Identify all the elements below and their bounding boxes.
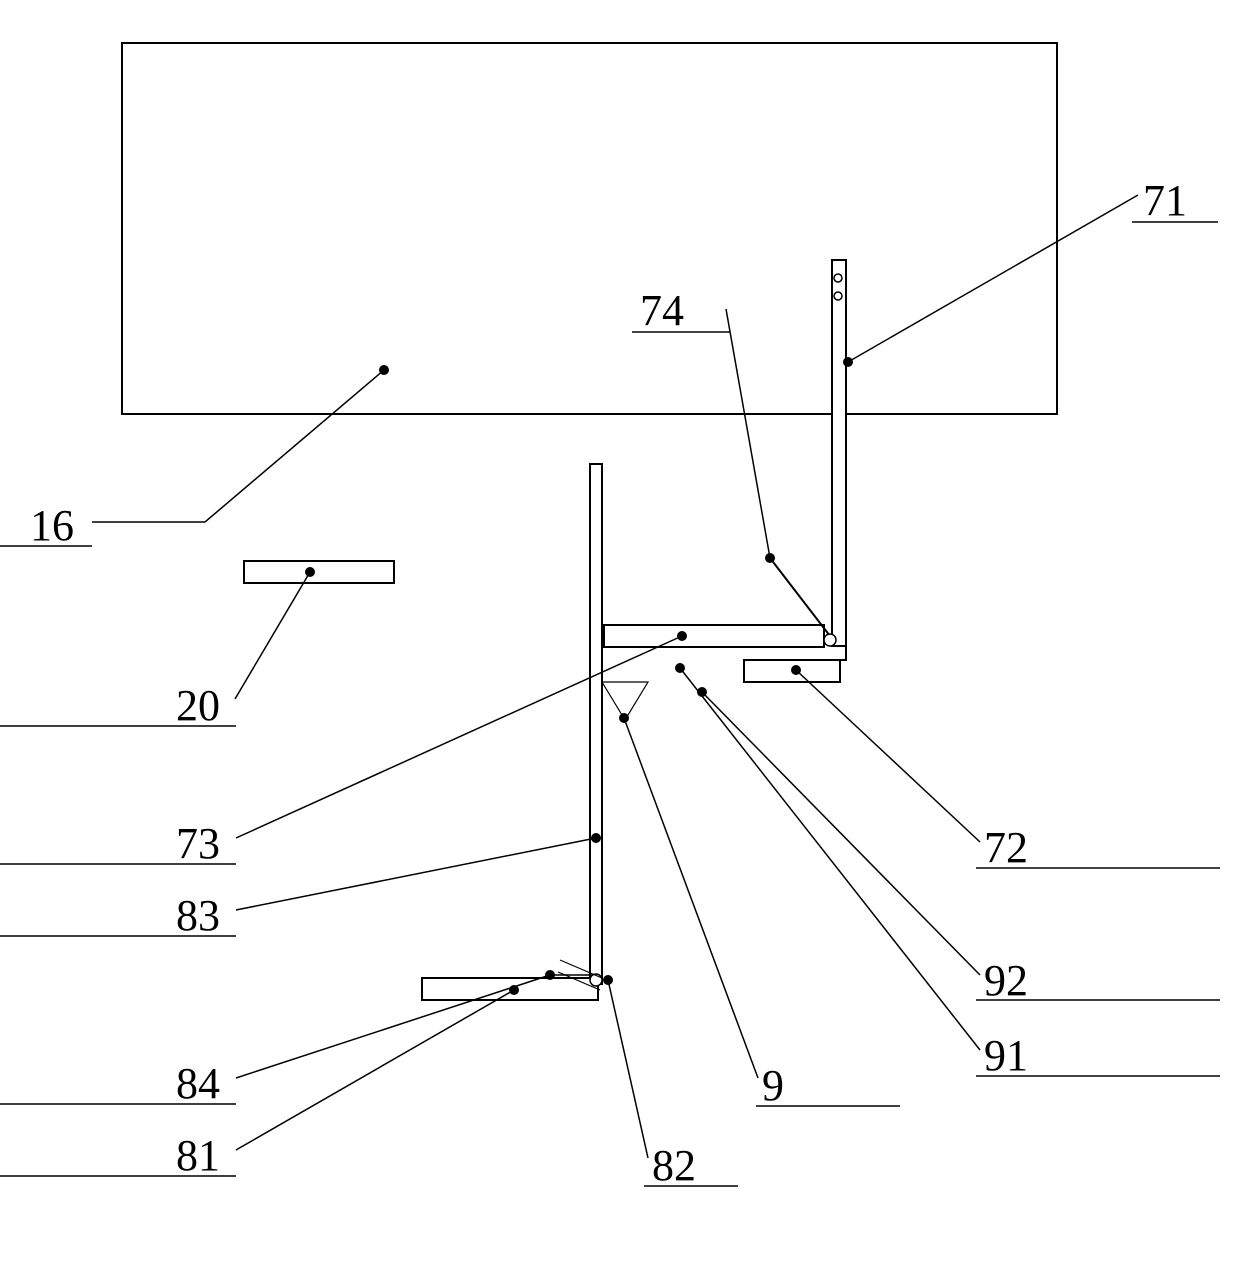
dot-20 [305,567,315,577]
leader-92 [702,692,980,975]
leader-16 [92,370,384,522]
dot-74 [765,553,775,563]
dot-83 [591,833,601,843]
leader-91 [680,668,980,1050]
vertical-bar-83 [590,464,602,984]
leader-71 [848,195,1138,362]
leader-73 [236,636,682,838]
vertical-bar-71 [832,260,846,646]
label-83: 83 [176,890,220,941]
leader-20 [235,572,310,699]
label-82: 82 [652,1140,696,1191]
label-16: 16 [30,500,74,551]
pivot-74 [824,634,836,646]
rect-73 [604,625,824,647]
dot-81 [509,985,519,995]
label-81: 81 [176,1130,220,1181]
label-72: 72 [984,822,1028,873]
leader-9 [624,718,758,1078]
leader-82 [608,980,648,1158]
dot-82 [603,975,613,985]
leader-84 [236,975,550,1078]
link-71-lower [744,414,846,660]
leader-81 [236,990,514,1150]
label-71: 71 [1143,175,1187,226]
leader-83 [236,838,596,910]
label-20: 20 [176,680,220,731]
label-84: 84 [176,1058,220,1109]
dot-9 [619,713,629,723]
main-box-16 [122,43,1057,414]
label-9: 9 [762,1060,784,1111]
dot-72 [791,665,801,675]
label-74: 74 [640,285,684,336]
label-73: 73 [176,818,220,869]
dot-71 [843,357,853,367]
dot-73 [677,631,687,641]
dot-16 [379,365,389,375]
label-91: 91 [984,1030,1028,1081]
label-92: 92 [984,955,1028,1006]
dot-84 [545,970,555,980]
dot-91 [675,663,685,673]
leader-74 [726,309,770,558]
rect-20 [244,561,394,583]
